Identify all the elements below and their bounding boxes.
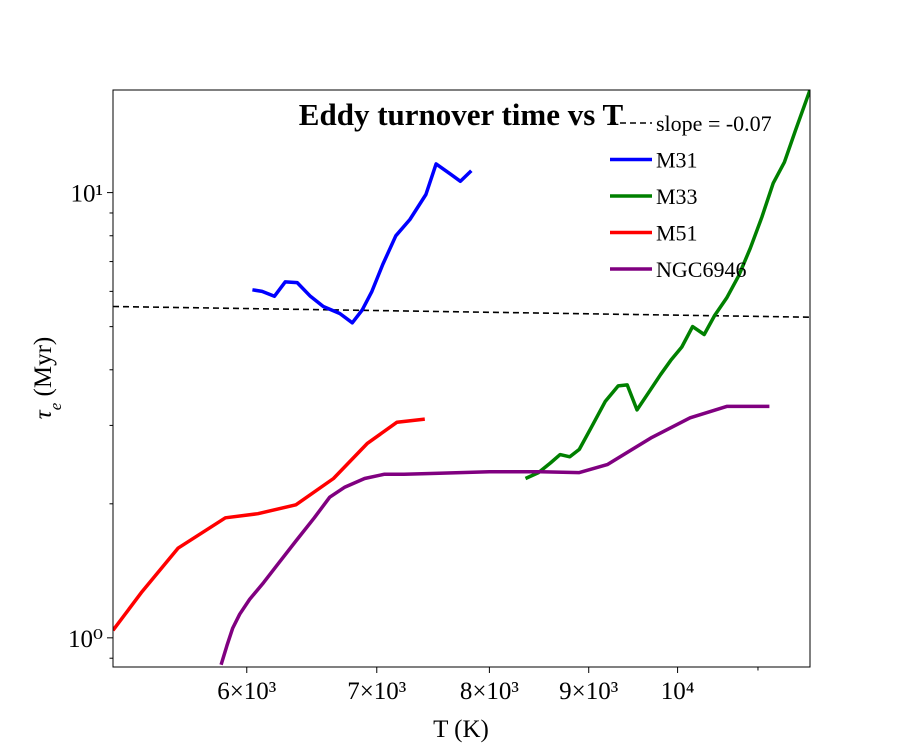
x-tick-label: 7×10³: [347, 678, 407, 705]
series-line-slope-fit: [113, 305, 810, 318]
x-tick-label: 10⁴: [661, 678, 695, 705]
plot-area: [113, 90, 810, 667]
series-line-m51: [113, 417, 425, 632]
series-line-m31: [252, 162, 473, 325]
x-axis-label: T (K): [433, 716, 489, 743]
legend-label-ngc6946: NGC6946: [656, 257, 746, 282]
plot-frame: [112, 89, 811, 668]
x-tick-label: 8×10³: [460, 678, 520, 705]
legend-label-slope-fit: slope = -0.07: [656, 111, 772, 136]
x-tick-label: 9×10³: [559, 678, 619, 705]
y-tick-label: 10⁰: [68, 626, 103, 653]
tick-layer: 6×10³ 7×10³ 8×10³ 9×10³ 10⁴ 10⁰ 10¹: [68, 181, 759, 705]
series-layer: [113, 90, 810, 666]
legend-label-m51: M51: [656, 221, 698, 246]
y-tick-label: 10¹: [71, 181, 104, 208]
y-axis-label: τe (Myr): [30, 337, 65, 419]
series-line-m33: [524, 90, 810, 481]
legend: slope = -0.07 M31 M33 M51 NGC6946: [610, 111, 772, 282]
chart-title: Eddy turnover time vs T: [299, 97, 624, 132]
x-tick-label: 6×10³: [217, 678, 277, 705]
legend-label-m33: M33: [656, 184, 698, 209]
legend-label-m31: M31: [656, 148, 698, 173]
series-line-ngc6946: [219, 404, 770, 666]
